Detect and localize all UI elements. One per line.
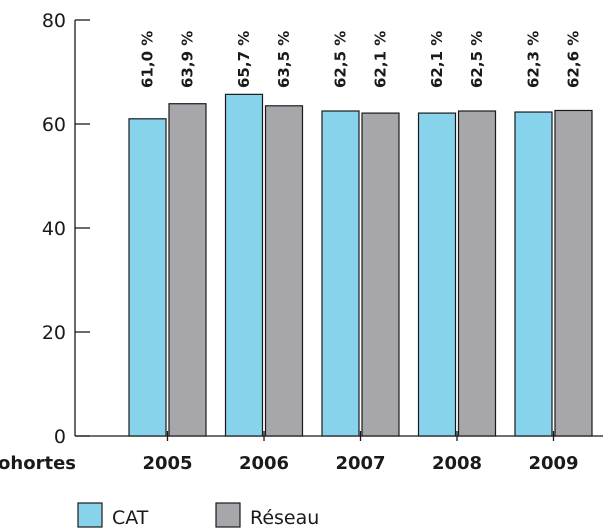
x-tick-label: 2009	[528, 453, 578, 474]
data-label: 62,1 %	[428, 31, 446, 88]
y-tick-label: 80	[42, 10, 66, 32]
legend-label-reseau: Réseau	[250, 507, 319, 529]
data-labels: 61,0 % 63,9 % 65,7 % 63,5 % 62,5 % 62,1 % 62,1…	[139, 31, 583, 88]
x-tick-label: 2008	[432, 453, 482, 474]
data-label: 62,1 %	[372, 31, 390, 88]
data-label: 61,0 %	[139, 31, 157, 88]
bar-cat	[417, 112, 457, 437]
data-label: 63,5 %	[275, 31, 293, 88]
legend: CAT Réseau	[77, 502, 319, 529]
data-label: 62,6 %	[565, 31, 583, 88]
bar-reseau	[554, 109, 593, 437]
x-tick-label: 2007	[335, 453, 385, 474]
data-label: 65,7 %	[235, 31, 253, 88]
legend-label-cat: CAT	[112, 507, 149, 529]
y-tick-label: 0	[54, 426, 66, 448]
legend-swatch-cat	[77, 502, 103, 528]
x-tick-label: 2006	[239, 453, 289, 474]
bar-reseau	[457, 110, 497, 437]
y-tick-label: 60	[42, 114, 66, 136]
data-label: 63,9 %	[179, 31, 197, 88]
data-label: 62,5 %	[332, 31, 350, 88]
y-tick-label: 40	[42, 218, 66, 240]
y-ticks: 0 20 40 60 80	[42, 10, 90, 448]
y-tick-label: 20	[42, 322, 66, 344]
x-labels: Cohortes 2005 2006 2007 2008 2009	[0, 431, 579, 474]
bar-cat	[321, 110, 360, 437]
bar-cat	[128, 118, 167, 437]
bar-cat	[514, 111, 553, 437]
bars	[128, 93, 593, 437]
bar-reseau	[264, 105, 304, 437]
data-label: 62,5 %	[468, 31, 486, 88]
x-tick-label: 2005	[142, 453, 192, 474]
bar-cat	[224, 93, 264, 437]
legend-swatch-reseau	[215, 502, 241, 528]
bar-reseau	[361, 112, 400, 437]
bar-reseau	[168, 103, 207, 437]
x-axis-title: Cohortes	[0, 453, 76, 474]
data-label: 62,3 %	[525, 31, 543, 88]
